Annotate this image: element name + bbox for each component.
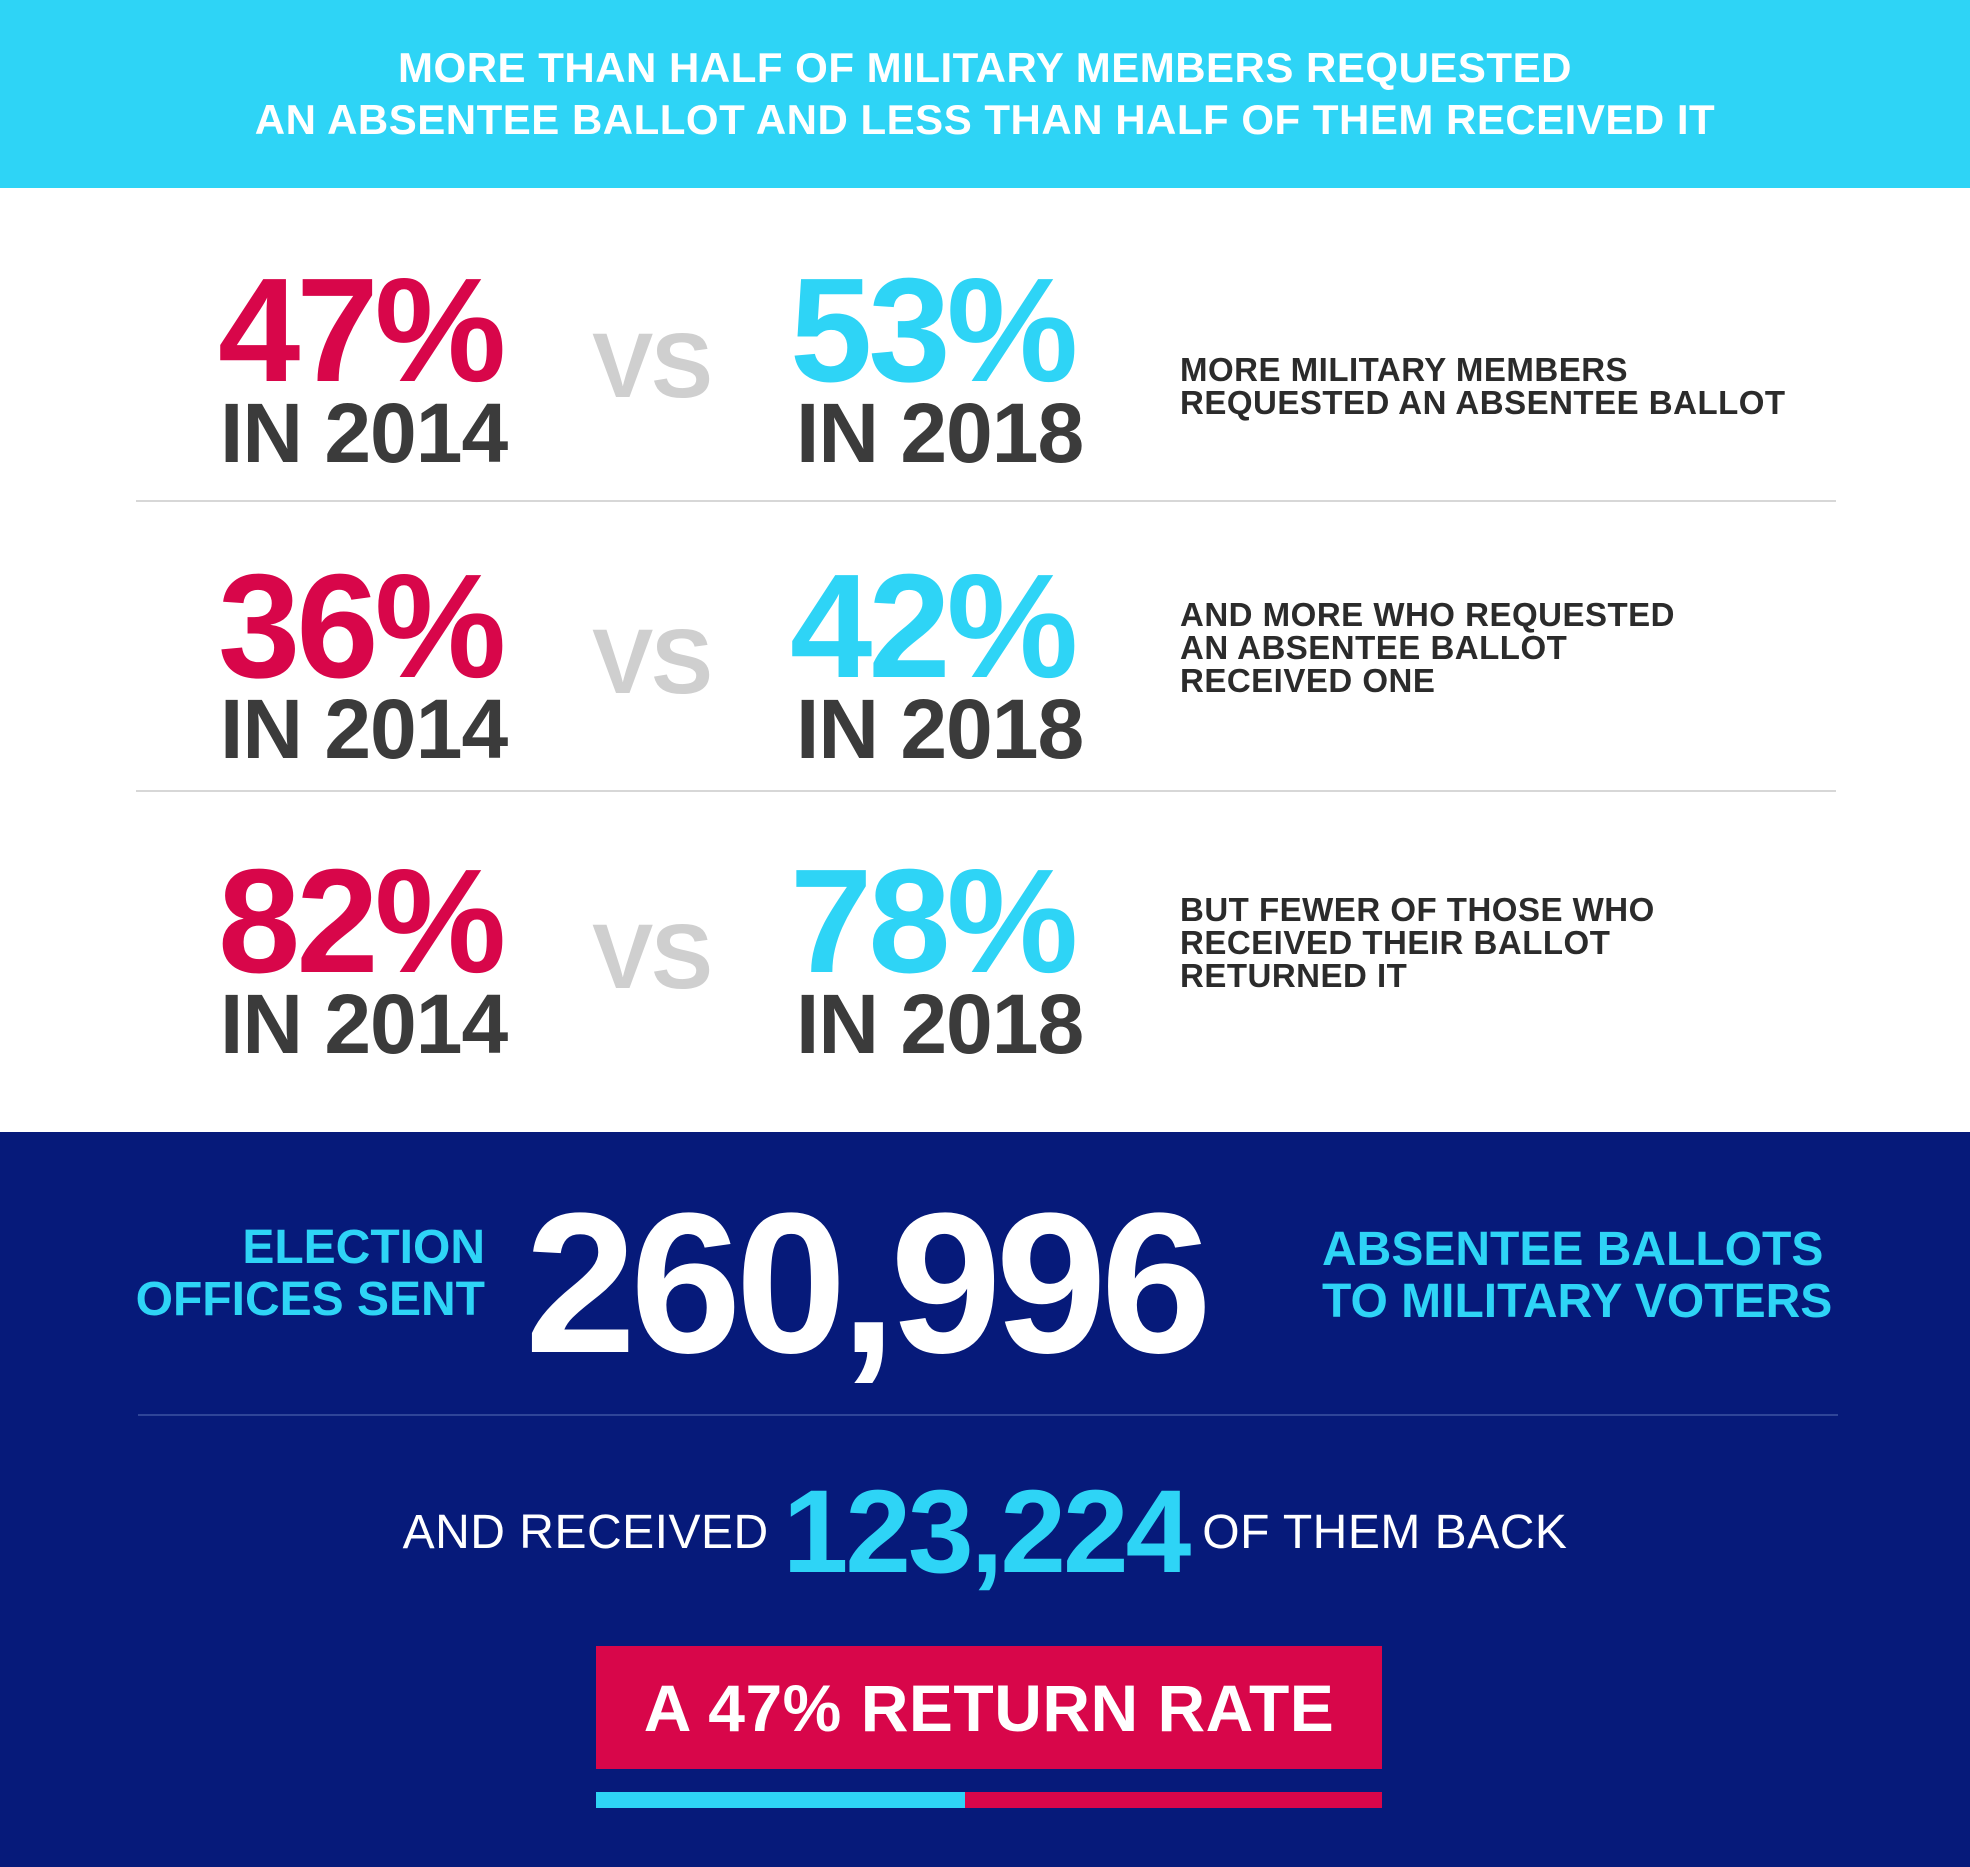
year-2018-label: IN 2018 <box>796 682 1084 776</box>
sent-trail-line: TO MILITARY VOTERS <box>1322 1275 1833 1328</box>
row-divider <box>136 790 1836 792</box>
sent-trail-line: ABSENTEE BALLOTS <box>1322 1223 1824 1276</box>
vs-label: VS <box>592 611 713 713</box>
stat-description-line: AN ABSENTEE BALLOT <box>1180 629 1568 666</box>
stat-description: AND MORE WHO REQUESTED AN ABSENTEE BALLO… <box>1180 598 1675 697</box>
vs-label: VS <box>592 906 713 1008</box>
received-statement: AND RECEIVED 123,224 OF THEM BACK <box>0 1462 1970 1602</box>
header-title-line-1: MORE THAN HALF OF MILITARY MEMBERS REQUE… <box>398 44 1572 91</box>
vs-label: VS <box>592 315 713 417</box>
header-title-line-2: AN ABSENTEE BALLOT AND LESS THAN HALF OF… <box>254 96 1716 143</box>
stat-description-line: MORE MILITARY MEMBERS <box>1180 351 1629 388</box>
sent-lead-text: ELECTION OFFICES SENT <box>136 1222 485 1326</box>
stat-description-line: RETURNED IT <box>1180 957 1408 994</box>
value-2014: 36% <box>218 544 506 709</box>
stat-description-line: BUT FEWER OF THOSE WHO <box>1180 891 1655 928</box>
year-2018-label: IN 2018 <box>796 977 1084 1071</box>
stat-description: BUT FEWER OF THOSE WHO RECEIVED THEIR BA… <box>1180 893 1655 992</box>
header-banner: MORE THAN HALF OF MILITARY MEMBERS REQUE… <box>0 0 1970 188</box>
return-rate-bar <box>596 1792 1382 1808</box>
received-lead-text: AND RECEIVED <box>402 1505 769 1559</box>
return-rate-label: A 47% RETURN RATE <box>643 1670 1335 1745</box>
ballots-received-number: 123,224 <box>782 1466 1192 1598</box>
stat-description-line: RECEIVED ONE <box>1180 662 1436 699</box>
row-divider <box>136 500 1836 502</box>
year-2018-label: IN 2018 <box>796 386 1084 480</box>
received-trail-text: OF THEM BACK <box>1202 1505 1568 1559</box>
comparison-section: 47% IN 2014 VS 53% IN 2018 MORE MILITARY… <box>0 188 1970 1132</box>
year-2014-label: IN 2014 <box>220 682 508 776</box>
value-2014: 82% <box>218 839 506 1004</box>
year-2014-label: IN 2014 <box>220 386 508 480</box>
stat-description-line: AND MORE WHO REQUESTED <box>1180 596 1676 633</box>
sent-trail-text: ABSENTEE BALLOTS TO MILITARY VOTERS <box>1322 1224 1832 1328</box>
value-2018: 78% <box>790 839 1078 1004</box>
stat-row-requested: 47% IN 2014 VS 53% IN 2018 MORE MILITARY… <box>0 256 1970 496</box>
ballots-sent-number: 260,996 <box>525 1172 1212 1395</box>
totals-divider <box>138 1414 1838 1416</box>
return-rate-bar-remaining <box>965 1792 1382 1808</box>
year-2014-label: IN 2014 <box>220 977 508 1071</box>
sent-lead-line: OFFICES SENT <box>135 1273 485 1326</box>
stat-description: MORE MILITARY MEMBERS REQUESTED AN ABSEN… <box>1180 353 1786 419</box>
stat-description-line: RECEIVED THEIR BALLOT <box>1180 924 1611 961</box>
value-2014: 47% <box>218 248 506 413</box>
stat-row-returned: 82% IN 2014 VS 78% IN 2018 BUT FEWER OF … <box>0 847 1970 1087</box>
stat-description-line: REQUESTED AN ABSENTEE BALLOT <box>1180 384 1786 421</box>
return-rate-bar-returned <box>596 1792 965 1808</box>
return-rate-badge: A 47% RETURN RATE <box>596 1646 1382 1769</box>
sent-lead-line: ELECTION <box>242 1221 485 1274</box>
value-2018: 42% <box>790 544 1078 709</box>
stat-row-received: 36% IN 2014 VS 42% IN 2018 AND MORE WHO … <box>0 552 1970 792</box>
totals-section: ELECTION OFFICES SENT 260,996 ABSENTEE B… <box>0 1132 1970 1867</box>
value-2018: 53% <box>790 248 1078 413</box>
